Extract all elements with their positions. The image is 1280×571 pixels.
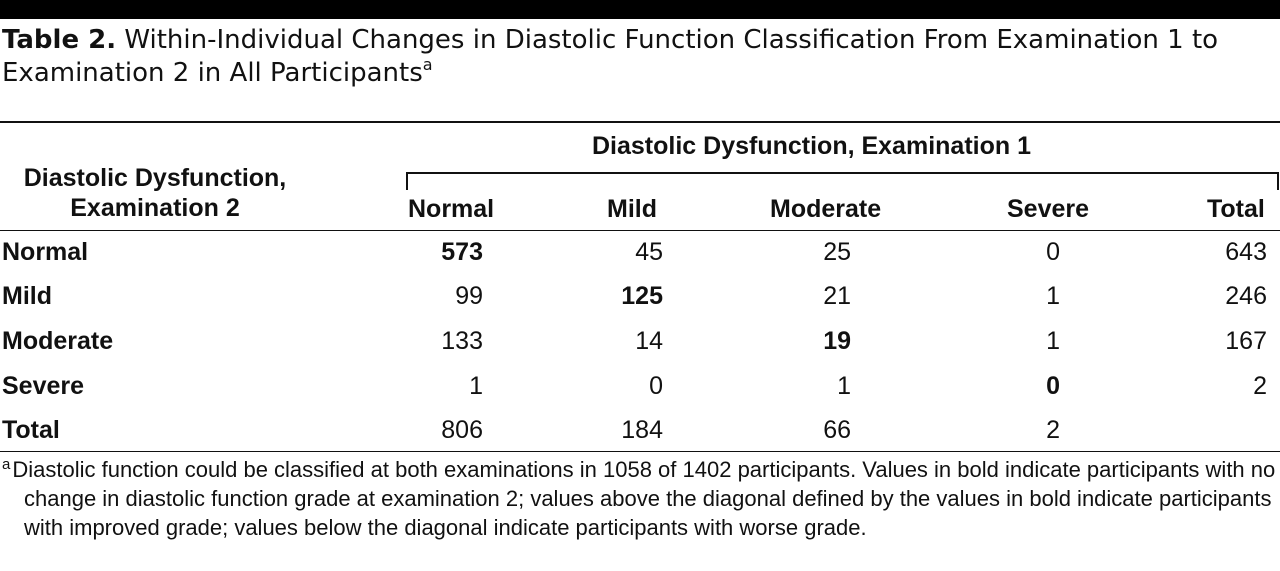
table-label: Table 2.: [2, 25, 117, 55]
cell-mild-moderate: 21: [823, 282, 851, 310]
cell-normal-normal: 573: [441, 238, 483, 266]
cell-moderate-severe: 1: [1046, 327, 1060, 355]
stub-header: Diastolic Dysfunction, Examination 2: [0, 163, 310, 223]
cell-severe-mild: 0: [649, 372, 663, 400]
cell-normal-severe: 0: [1046, 238, 1060, 266]
table-caption: Table 2. Within-Individual Changes in Di…: [2, 24, 1272, 90]
cell-total-mild: 184: [621, 416, 663, 444]
cell-total-normal: 806: [441, 416, 483, 444]
row-label-severe: Severe: [2, 372, 85, 400]
row-label-mild: Mild: [2, 282, 52, 310]
table-bottom-rule: [0, 451, 1280, 452]
stub-header-line2: Examination 2: [70, 194, 240, 222]
cell-mild-mild: 125: [621, 282, 663, 310]
cell-normal-moderate: 25: [823, 238, 851, 266]
caption-footnote-mark: a: [422, 55, 433, 74]
cell-mild-total: 246: [1225, 282, 1267, 310]
cell-severe-severe: 0: [1046, 372, 1060, 400]
cell-moderate-normal: 133: [441, 327, 483, 355]
cell-normal-mild: 45: [635, 238, 663, 266]
cell-moderate-total: 167: [1225, 327, 1267, 355]
cell-severe-moderate: 1: [837, 372, 851, 400]
cell-mild-normal: 99: [455, 282, 483, 310]
col-header-mild: Mild: [607, 195, 657, 223]
table-footnote: aDiastolic function could be classified …: [2, 455, 1278, 542]
col-header-normal: Normal: [408, 195, 495, 223]
footnote-mark: a: [2, 456, 11, 473]
stub-header-line1: Diastolic Dysfunction,: [23, 164, 287, 192]
cell-severe-normal: 1: [469, 372, 483, 400]
spanner-bracket: [406, 172, 1279, 190]
caption-text: Within-Individual Changes in Diastolic F…: [2, 25, 1219, 88]
col-header-total: Total: [1207, 195, 1265, 223]
cell-total-severe: 2: [1046, 416, 1060, 444]
col-header-severe: Severe: [1007, 195, 1090, 223]
footnote-text: Diastolic function could be classified a…: [12, 457, 1276, 540]
column-spanner-header: Diastolic Dysfunction, Examination 1: [592, 132, 1031, 160]
row-label-moderate: Moderate: [2, 327, 114, 355]
cell-severe-total: 2: [1253, 372, 1267, 400]
row-label-normal: Normal: [2, 238, 89, 266]
cell-moderate-mild: 14: [635, 327, 663, 355]
cell-moderate-moderate: 19: [823, 327, 851, 355]
table-top-rule: [0, 121, 1280, 123]
cell-total-moderate: 66: [823, 416, 851, 444]
cell-normal-total: 643: [1225, 238, 1267, 266]
row-label-total: Total: [2, 416, 60, 444]
col-header-moderate: Moderate: [770, 195, 882, 223]
cell-mild-severe: 1: [1046, 282, 1060, 310]
top-black-bar: [0, 0, 1280, 19]
header-bottom-rule: [0, 230, 1280, 231]
